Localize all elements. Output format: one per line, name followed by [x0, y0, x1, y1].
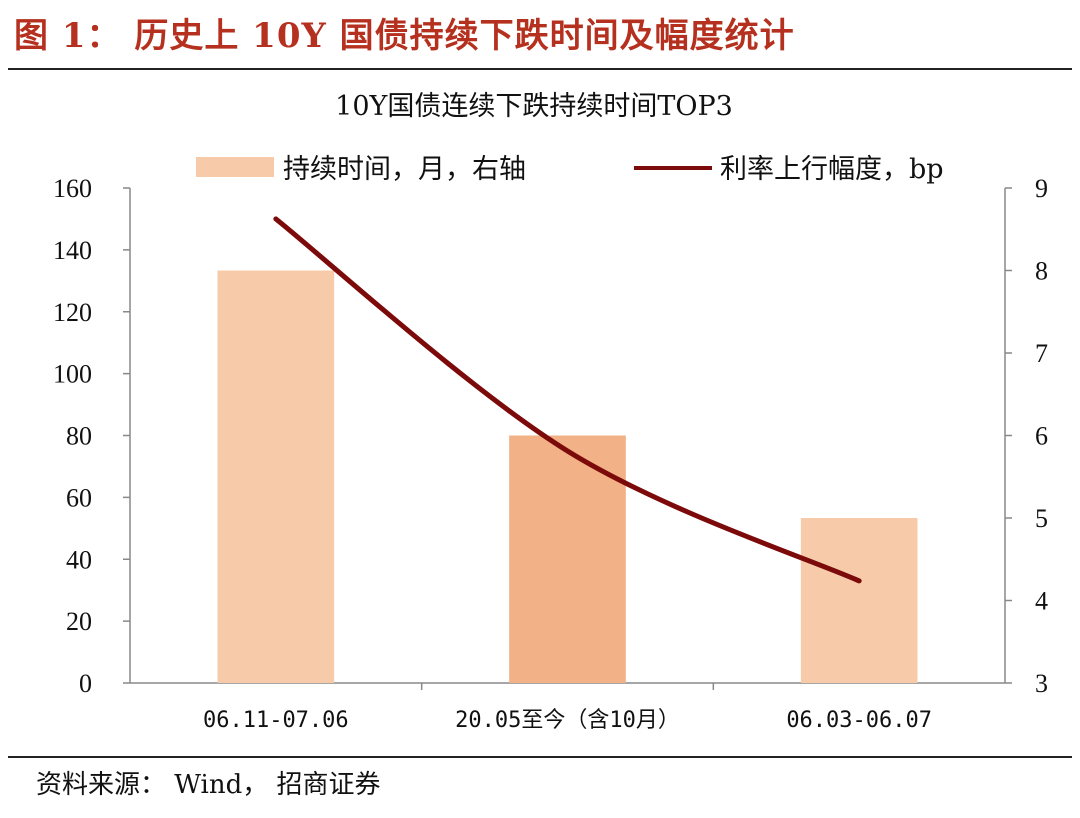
right-tick-label: 7 [1035, 339, 1048, 368]
left-tick-label: 160 [53, 174, 92, 203]
left-tick-label: 40 [66, 545, 92, 574]
bars [217, 270, 918, 683]
left-tick-label: 60 [66, 483, 92, 512]
bar-2 [509, 435, 626, 683]
axes: 0 20 40 60 80 100 120 140 160 3 4 5 6 7 8 9 [53, 174, 1048, 698]
right-tick-label: 4 [1035, 587, 1048, 616]
right-tick-label: 8 [1035, 257, 1048, 286]
x-tick-label: 20.05至今（含10月） [455, 708, 680, 733]
source-note: 资料来源： Wind， 招商证券 [36, 770, 381, 800]
right-tick-label: 3 [1035, 669, 1048, 698]
rate-rise-line [273, 216, 862, 584]
x-tick-label: 06.11-07.06 [203, 708, 349, 733]
bar-3 [800, 518, 918, 683]
chart-title: 10Y国债连续下跌持续时间TOP3 [335, 91, 733, 122]
legend-bar-label: 持续时间，月，右轴 [283, 154, 526, 185]
right-tick-label: 9 [1035, 174, 1048, 203]
legend-bar-swatch [196, 157, 274, 177]
legend-line-label: 利率上行幅度，bp [720, 154, 944, 185]
left-tick-label: 80 [66, 422, 92, 451]
line-series [273, 216, 862, 584]
left-tick-label: 20 [66, 607, 92, 636]
bottom-rule [8, 756, 1072, 758]
left-tick-label: 140 [53, 236, 92, 265]
legend: 持续时间，月，右轴 利率上行幅度，bp [196, 154, 944, 185]
bar-1 [217, 270, 335, 683]
right-tick-label: 6 [1035, 422, 1048, 451]
figure-title: 图 1： 历史上 10Y 国债持续下跌时间及幅度统计 [14, 16, 795, 56]
left-tick-label: 0 [79, 669, 92, 698]
left-tick-label: 100 [53, 360, 92, 389]
x-tick-labels: 06.11-07.06 20.05至今（含10月） 06.03-06.07 [203, 708, 932, 733]
x-tick-label: 06.03-06.07 [786, 708, 932, 733]
right-tick-label: 5 [1035, 504, 1048, 533]
left-tick-label: 120 [53, 298, 92, 327]
top-rule [8, 68, 1072, 70]
